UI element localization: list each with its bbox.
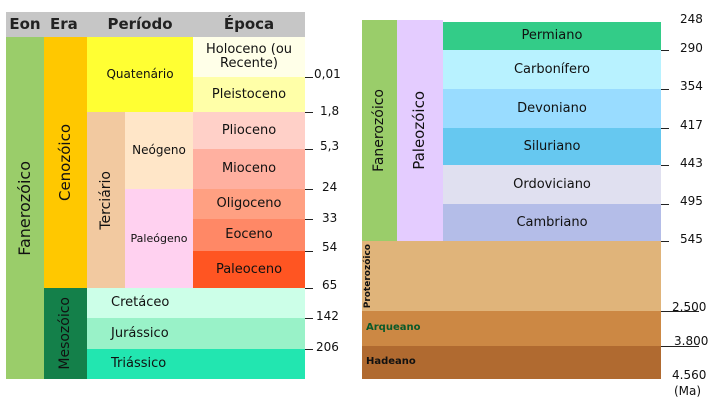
age-left-4: 33 [322, 211, 338, 225]
tick-left-5 [305, 219, 313, 220]
subperiod-neogene-label: Neógeno [132, 143, 186, 158]
age-left-7: 142 [316, 309, 339, 323]
period-cretaceous: Cretáceo [87, 288, 305, 318]
tick-left-3 [305, 149, 313, 150]
epoch-paleocene-label: Paleoceno [215, 261, 283, 277]
tick-left-8 [305, 318, 313, 319]
eon-phanerozoic-right: Fanerozóico [362, 20, 397, 241]
eon-phanerozoic-right-label: Fanerozóico [371, 89, 388, 172]
epoch-oligocene: Oligoceno [193, 189, 305, 219]
age-right-2: 354 [680, 79, 703, 93]
eon-hadean-label: Hadeano [366, 356, 416, 368]
age-right-1: 290 [680, 41, 703, 55]
eon-archean-label: Arqueano [366, 322, 421, 334]
epoch-pliocene-label: Plioceno [221, 122, 277, 138]
age-left-3: 24 [322, 180, 338, 194]
period-silurian-label: Siluriano [523, 138, 581, 154]
age-right-3: 417 [680, 118, 703, 132]
period-cretaceous-label: Cretáceo [111, 295, 170, 311]
subperiod-neogene: Neógeno [125, 112, 193, 189]
age-left-1: 1,8 [320, 104, 340, 118]
age-right-6: 545 [680, 232, 703, 246]
epoch-holocene-label: Holoceno (ou Recente) [205, 42, 293, 71]
tick-left-2 [305, 112, 313, 113]
period-devonian: Devoniano [443, 89, 661, 128]
age-right-9: 4.560 [672, 368, 707, 382]
epoch-oligocene-label: Oligoceno [216, 196, 282, 212]
period-carboniferous-label: Carbonífero [513, 61, 591, 77]
era-cenozoic-label: Cenozóico [55, 123, 74, 202]
period-permian-label: Permiano [521, 28, 583, 44]
period-silurian: Siluriano [443, 128, 661, 165]
period-ordovician-label: Ordoviciano [513, 176, 591, 192]
age-right-7: 2.500 [672, 300, 707, 314]
period-cambrian-label: Cambriano [516, 214, 588, 230]
epoch-paleocene: Paleoceno [193, 251, 305, 288]
tick-left-4 [305, 189, 313, 190]
epoch-miocene: Mioceno [193, 149, 305, 189]
eon-proterozoic-label: Proterozóico [363, 243, 373, 309]
tick-left-7 [305, 288, 313, 289]
tick-right-5 [661, 204, 669, 205]
header-era: Era [44, 12, 87, 37]
era-paleozoic-label: Paleozóico [410, 91, 429, 170]
period-jurassic: Jurássico [87, 318, 305, 349]
tick-right-4 [661, 165, 669, 166]
era-cenozoic: Cenozóico [44, 37, 87, 288]
age-right-5: 495 [680, 194, 703, 208]
period-quaternary-label: Quatenário [106, 67, 174, 82]
period-devonian-label: Devoniano [517, 100, 587, 116]
header-period: Período [87, 12, 193, 37]
era-paleozoic: Paleozóico [397, 20, 443, 241]
age-left-2: 5,3 [320, 139, 340, 153]
period-permian: Permiano [443, 22, 661, 50]
age-left-8: 206 [316, 340, 339, 354]
tick-right-3 [661, 128, 669, 129]
age-right-8: 3.800 [674, 334, 709, 348]
period-triassic: Triássico [87, 349, 305, 379]
tick-right-1 [661, 50, 669, 51]
epoch-miocene-label: Mioceno [221, 161, 277, 177]
tick-left-1 [305, 77, 313, 78]
eon-proterozoic: Proterozóico [362, 241, 661, 311]
period-quaternary: Quatenário [87, 37, 193, 112]
tick-left-9 [305, 349, 313, 350]
tick-left-6 [305, 251, 313, 252]
eon-phanerozoic-left-label: Fanerozóico [14, 160, 34, 256]
unit-label: (Ma) [674, 384, 702, 398]
tick-right-8 [661, 346, 699, 347]
period-triassic-label: Triássico [111, 356, 167, 372]
subperiod-paleogene: Paleógeno [125, 189, 193, 288]
period-carboniferous: Carbonífero [443, 50, 661, 89]
era-mesozoic-label: Mesozóico [57, 297, 74, 370]
eon-archean: Arqueano [362, 311, 661, 346]
epoch-pleistocene-label: Pleistoceno [211, 86, 287, 102]
epoch-eocene: Eoceno [193, 219, 305, 251]
eon-phanerozoic-left: Fanerozóico [6, 37, 44, 379]
age-left-6: 65 [322, 278, 338, 292]
header-eon: Eon [6, 12, 44, 37]
period-cambrian: Cambriano [443, 204, 661, 241]
subperiod-paleogene-label: Paleógeno [130, 231, 188, 245]
period-tertiary-label: Terciário [97, 170, 114, 230]
epoch-holocene: Holoceno (ou Recente) [193, 37, 305, 77]
age-left-0: 0,01 [314, 67, 341, 81]
tick-right-7 [661, 311, 699, 312]
period-jurassic-label: Jurássico [111, 325, 169, 341]
tick-right-2 [661, 89, 669, 90]
period-tertiary: Terciário [87, 112, 125, 288]
eon-hadean: Hadeano [362, 346, 661, 379]
tick-right-6 [661, 241, 669, 242]
age-left-5: 54 [322, 240, 338, 254]
age-right-0: 248 [680, 12, 703, 26]
age-right-4: 443 [680, 156, 703, 170]
epoch-eocene-label: Eoceno [225, 227, 273, 243]
epoch-pliocene: Plioceno [193, 112, 305, 149]
period-ordovician: Ordoviciano [443, 165, 661, 204]
era-mesozoic: Mesozóico [44, 288, 87, 379]
epoch-pleistocene: Pleistoceno [193, 77, 305, 112]
header-epoch: Época [193, 12, 305, 37]
